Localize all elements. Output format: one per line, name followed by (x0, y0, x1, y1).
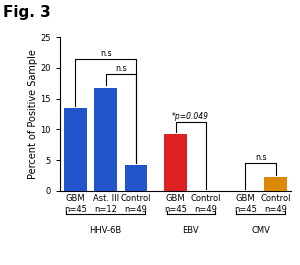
Text: n.s: n.s (115, 64, 127, 73)
Bar (264, 177, 287, 191)
Text: CMV: CMV (251, 227, 270, 236)
Bar (164, 134, 187, 191)
Text: *p=0.049: *p=0.049 (172, 112, 209, 121)
Y-axis label: Percent of Positive Sample: Percent of Positive Sample (28, 49, 38, 179)
Text: n.s: n.s (100, 49, 111, 58)
Bar (94, 87, 117, 191)
Text: HHV-6B: HHV-6B (89, 227, 122, 236)
Bar (64, 108, 87, 191)
Bar (124, 165, 147, 191)
Text: n.s: n.s (255, 153, 266, 162)
Text: Fig. 3: Fig. 3 (3, 5, 51, 20)
Text: EBV: EBV (182, 227, 199, 236)
